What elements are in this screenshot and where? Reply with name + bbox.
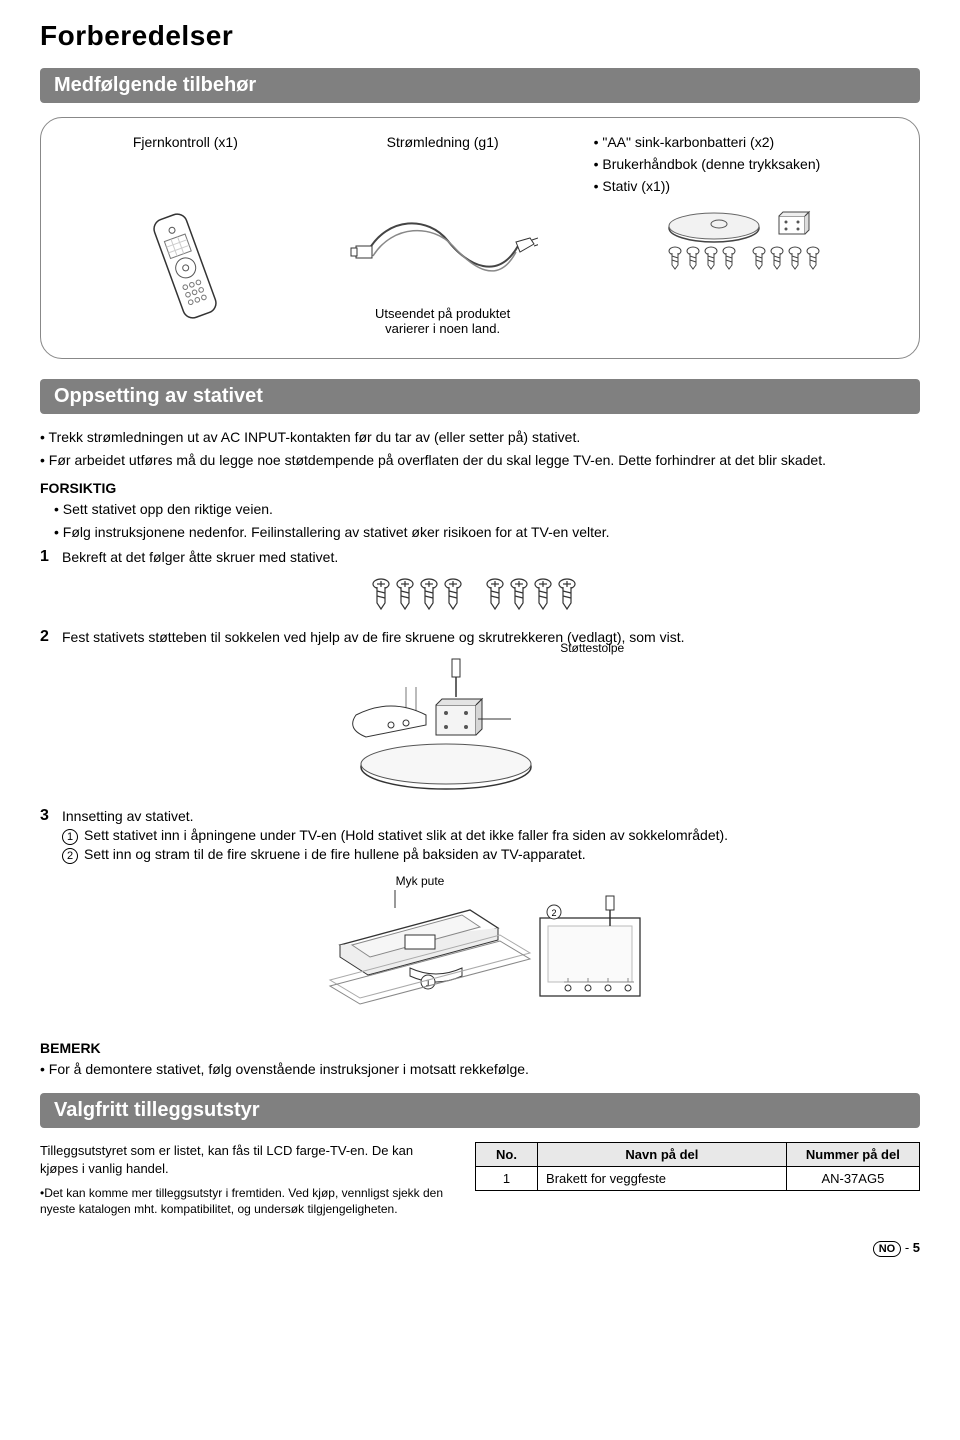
cable-icon bbox=[348, 206, 538, 296]
th-partnum: Nummer på del bbox=[786, 1143, 919, 1167]
caution-1: Sett stativet opp den riktige veien. bbox=[54, 500, 920, 519]
substep-1-icon: 1 bbox=[62, 829, 78, 845]
stand-b1: Trekk strømledningen ut av AC INPUT-kont… bbox=[40, 428, 920, 447]
note-body: For å demontere stativet, følg ovenståen… bbox=[40, 1060, 920, 1079]
accessories-box: Fjernkontroll (x1) Strømledning (g1) "AA… bbox=[40, 117, 920, 359]
section-header-stand: Oppsetting av stativet bbox=[40, 379, 920, 414]
lang-badge: NO bbox=[873, 1241, 902, 1257]
note-head: BEMERK bbox=[40, 1040, 920, 1056]
step-2-num: 2 bbox=[40, 628, 62, 646]
remote-icon bbox=[140, 206, 230, 326]
remote-label: Fjernkontroll (x1) bbox=[65, 134, 306, 150]
optional-p2: •Det kan komme mer tilleggsutstyr i frem… bbox=[40, 1185, 451, 1217]
caution-2: Følg instruksjonene nedenfor. Feilinstal… bbox=[54, 523, 920, 542]
substep-2-icon: 2 bbox=[62, 848, 78, 864]
th-no: No. bbox=[475, 1143, 537, 1167]
footer-sep: - bbox=[901, 1240, 913, 1255]
step-1-num: 1 bbox=[40, 548, 62, 566]
page-footer: NO - 5 bbox=[40, 1240, 920, 1257]
cushion-label: Myk pute bbox=[0, 874, 920, 888]
section-header-optional: Valgfritt tilleggsutstyr bbox=[40, 1093, 920, 1128]
stand-b2: Før arbeidet utføres må du legge noe stø… bbox=[40, 451, 920, 470]
parts-table: No. Navn på del Nummer på del 1 Brakett … bbox=[475, 1142, 920, 1191]
eight-screws-icon bbox=[365, 576, 595, 618]
appearance-note: Utseendet på produktet varierer i noen l… bbox=[306, 306, 580, 336]
cell-no: 1 bbox=[475, 1167, 537, 1191]
cell-name: Brakett for veggfeste bbox=[538, 1167, 787, 1191]
section-header-accessories: Medfølgende tilbehør bbox=[40, 68, 920, 103]
table-row: 1 Brakett for veggfeste AN-37AG5 bbox=[475, 1167, 919, 1191]
th-name: Navn på del bbox=[538, 1143, 787, 1167]
step-3-text: Innsetting av stativet. bbox=[62, 808, 194, 824]
cell-partnum: AN-37AG5 bbox=[786, 1167, 919, 1191]
bullet-battery: "AA" sink-karbonbatteri (x2) bbox=[594, 134, 895, 150]
page-title: Forberedelser bbox=[40, 20, 920, 52]
step-3-2: Sett inn og stram til de fire skruene i … bbox=[84, 846, 586, 862]
stand-base-assembly-icon bbox=[296, 657, 596, 797]
tv-insertion-icon: 1 2 bbox=[310, 890, 650, 1030]
bullet-manual: Brukerhåndbok (denne trykksaken) bbox=[594, 156, 895, 172]
page-number: 5 bbox=[913, 1240, 920, 1255]
bullet-stand: Stativ (x1)) bbox=[594, 178, 895, 194]
screws-icon-small bbox=[659, 246, 829, 280]
stand-parts-icon bbox=[659, 206, 829, 246]
cord-label: Strømledning (g1) bbox=[306, 134, 580, 150]
svg-text:2: 2 bbox=[551, 908, 556, 918]
step-1-text: Bekreft at det følger åtte skruer med st… bbox=[62, 548, 920, 567]
step-3-num: 3 bbox=[40, 807, 62, 825]
caution-head: FORSIKTIG bbox=[40, 480, 920, 496]
support-post-label: Støttestolpe bbox=[560, 641, 624, 655]
step-2-text: Fest stativets støtteben til sokkelen ve… bbox=[62, 628, 920, 647]
step-3-1: Sett stativet inn i åpningene under TV-e… bbox=[84, 827, 728, 843]
optional-p1: Tilleggsutstyret som er listet, kan fås … bbox=[40, 1142, 451, 1177]
